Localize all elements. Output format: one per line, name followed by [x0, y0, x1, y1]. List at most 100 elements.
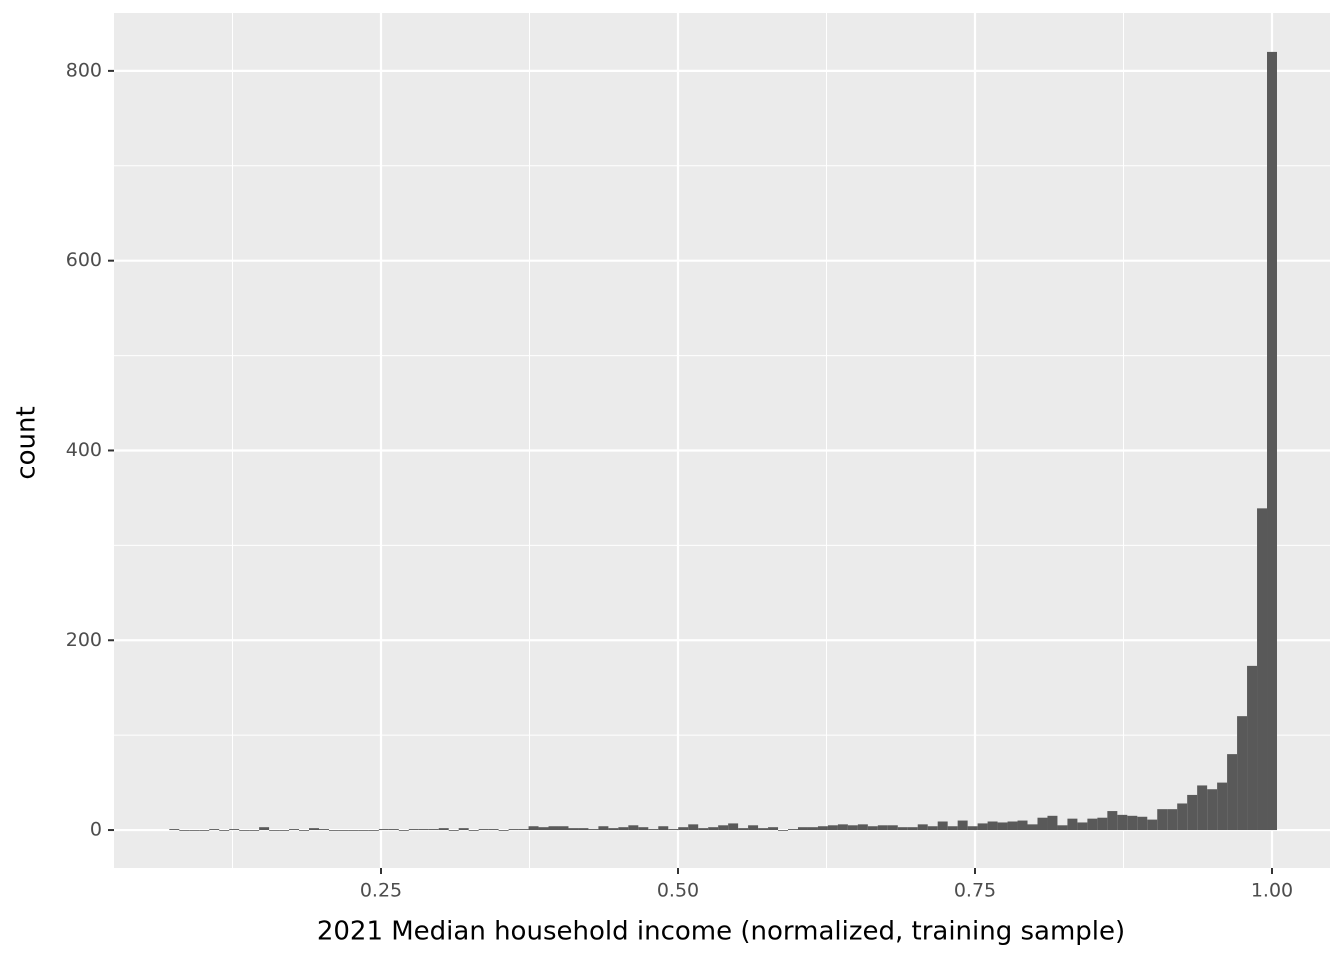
bar	[488, 829, 499, 831]
bar	[468, 830, 479, 831]
bar	[698, 828, 709, 831]
bar	[1137, 816, 1148, 831]
bar	[1237, 716, 1248, 831]
bar	[837, 824, 848, 831]
bar	[209, 829, 220, 831]
bar	[169, 829, 180, 831]
bar	[907, 827, 918, 831]
bar	[967, 826, 978, 831]
bar	[748, 825, 759, 831]
bar	[558, 826, 569, 831]
panel	[114, 13, 1330, 868]
bar	[658, 826, 669, 831]
bar	[358, 830, 369, 831]
bar	[877, 825, 888, 831]
bar	[518, 829, 529, 831]
bar	[827, 825, 838, 831]
bar	[817, 826, 828, 831]
bar	[428, 829, 439, 831]
bar	[568, 828, 579, 831]
bar	[857, 824, 868, 831]
x-tick-label: 0.50	[657, 880, 699, 902]
bar	[1267, 51, 1277, 831]
bar	[648, 829, 659, 831]
bar	[498, 830, 509, 831]
bar	[1007, 821, 1018, 831]
bar	[937, 821, 948, 831]
bar	[1157, 809, 1168, 831]
bar	[1197, 785, 1208, 831]
bar	[867, 826, 878, 831]
bar	[738, 828, 749, 831]
bar	[887, 825, 898, 831]
y-tick-label: 0	[90, 819, 102, 841]
bar	[239, 830, 250, 831]
bar	[1217, 782, 1228, 831]
bar	[788, 829, 798, 831]
bar	[1187, 794, 1198, 831]
bar	[1037, 817, 1048, 831]
bar	[1167, 809, 1178, 831]
bar	[758, 828, 769, 831]
bar	[538, 827, 549, 831]
bar	[1097, 817, 1108, 831]
bar	[678, 827, 689, 831]
bar	[328, 830, 339, 831]
bar	[189, 830, 200, 831]
bar	[229, 829, 240, 831]
bar	[388, 829, 399, 831]
bar	[528, 826, 539, 831]
bar	[279, 830, 290, 831]
bar	[638, 827, 649, 831]
bar	[797, 827, 808, 831]
bar	[778, 830, 789, 831]
bar	[269, 830, 280, 831]
bar	[1107, 811, 1118, 831]
bar	[1117, 814, 1128, 831]
bar	[378, 829, 389, 831]
bar	[947, 826, 958, 831]
x-tick-label: 1.00	[1251, 880, 1293, 902]
bar	[618, 827, 629, 831]
bar	[338, 830, 349, 831]
bar	[847, 825, 858, 831]
bar	[1057, 825, 1068, 831]
bar	[917, 824, 928, 831]
bar	[368, 830, 379, 831]
bar	[448, 830, 459, 831]
bar	[708, 827, 719, 831]
bar	[897, 827, 908, 831]
bar	[1147, 819, 1158, 831]
bar	[1067, 818, 1078, 831]
bar	[588, 829, 599, 831]
bar	[688, 824, 699, 831]
y-tick-label: 600	[66, 249, 102, 271]
bar	[1247, 665, 1258, 831]
bar	[1207, 789, 1218, 831]
bar	[977, 823, 988, 831]
bar	[668, 829, 679, 831]
y-tick-label: 200	[66, 629, 102, 651]
bar	[199, 830, 210, 831]
y-tick-label: 400	[66, 439, 102, 461]
bar	[1047, 815, 1058, 831]
bar	[987, 821, 998, 831]
bar	[438, 828, 449, 831]
bar	[289, 829, 300, 831]
bar	[398, 830, 409, 831]
bar	[299, 830, 310, 831]
bar	[997, 822, 1008, 831]
bar	[1177, 803, 1188, 831]
bar	[458, 828, 469, 831]
bar	[1027, 824, 1038, 831]
x-tick-label: 0.75	[954, 880, 996, 902]
bar	[508, 829, 519, 831]
bar	[578, 828, 589, 831]
bar	[348, 830, 359, 831]
bar	[418, 829, 429, 831]
bar	[927, 826, 938, 831]
bar	[318, 829, 329, 831]
y-tick-label: 800	[66, 59, 102, 81]
bar	[1077, 822, 1088, 831]
